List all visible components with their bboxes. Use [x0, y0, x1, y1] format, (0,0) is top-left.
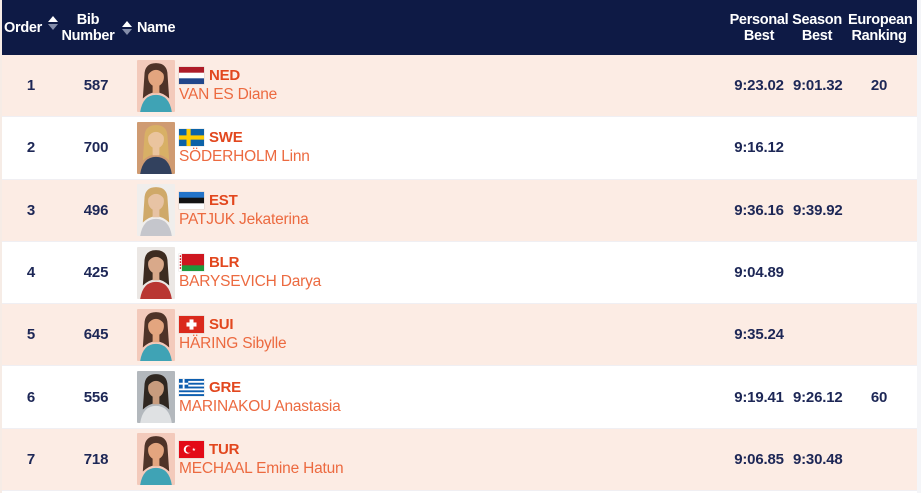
athlete-name[interactable]: PATJUK Jekaterina [179, 210, 309, 228]
order-cell: 4 [26, 264, 36, 282]
table-row: 4 425 BLR BARYSEVICH Darya 9:04.89 [2, 241, 917, 305]
country-code: TUR [209, 440, 240, 458]
bib-cell: 556 [83, 388, 109, 406]
personal-best-header-label: Personal Best [729, 11, 789, 44]
personal-best-cell: 9:16.12 [734, 139, 784, 157]
athlete-name[interactable]: HÄRING Sibylle [179, 335, 287, 353]
athlete-cell: TUR MECHAAL Emine Hatun [132, 433, 725, 486]
bib-cell: 425 [83, 264, 109, 282]
season-best-cell: 9:30.48 [793, 450, 843, 468]
column-header-season-best: Season Best [792, 11, 842, 44]
bib-cell: 700 [83, 139, 109, 157]
athlete-cell: SWE SÖDERHOLM Linn [132, 121, 725, 174]
country-code: EST [209, 191, 238, 209]
athlete-photo [137, 246, 175, 299]
personal-best-cell: 9:04.89 [734, 264, 784, 282]
column-header-personal-best: Personal Best [725, 12, 793, 44]
athlete-cell: NED VAN ES Diane [132, 59, 725, 112]
athlete-photo [137, 59, 175, 112]
athlete-name[interactable]: VAN ES Diane [179, 86, 278, 104]
athlete-cell: GRE MARINAKOU Anastasia [132, 371, 725, 424]
athlete-cell: SUI HÄRING Sibylle [132, 308, 725, 361]
season-best-cell: 9:01.32 [793, 77, 843, 95]
athlete-cell: BLR BARYSEVICH Darya [132, 246, 725, 299]
personal-best-cell: 9:36.16 [734, 201, 784, 219]
bib-cell: 718 [83, 450, 109, 468]
country-flag-icon [179, 191, 204, 209]
european-ranking-cell: 60 [870, 388, 888, 406]
sort-icon[interactable] [48, 16, 58, 30]
athlete-photo [137, 433, 175, 486]
order-cell: 7 [26, 450, 36, 468]
athlete-name[interactable]: BARYSEVICH Darya [179, 273, 322, 291]
athlete-name[interactable]: SÖDERHOLM Linn [179, 148, 310, 166]
personal-best-cell: 9:19.41 [734, 388, 784, 406]
country-flag-icon [179, 67, 204, 85]
column-header-order[interactable]: Order [2, 16, 60, 39]
country-flag-icon [179, 129, 204, 147]
bib-header-label: Bib Number [61, 11, 115, 44]
order-cell: 6 [26, 388, 36, 406]
country-flag-icon [179, 316, 204, 334]
table-header: Order Bib Number Name Personal Best Seas… [2, 0, 917, 55]
season-best-cell: 9:26.12 [793, 388, 843, 406]
table-row: 2 700 SWE SÖDERHOLM Linn 9:16.12 [2, 117, 917, 180]
country-flag-icon [179, 254, 204, 272]
column-header-european-ranking: European Ranking [841, 12, 917, 44]
athlete-photo [137, 371, 175, 424]
column-header-bib[interactable]: Bib Number [60, 12, 132, 44]
order-cell: 2 [26, 139, 36, 157]
season-best-cell: 9:39.92 [793, 201, 843, 219]
order-cell: 5 [26, 326, 36, 344]
sort-icon[interactable] [122, 20, 132, 35]
european-ranking-header-label: European Ranking [848, 11, 913, 44]
table-row: 3 496 EST PATJUK Jekaterina 9:36.16 9:39… [2, 179, 917, 242]
table-body: 1 587 NED VAN ES Diane 9:23.02 9:01.32 2… [2, 55, 917, 492]
bib-cell: 587 [83, 77, 109, 95]
country-flag-icon [179, 378, 204, 396]
country-code: NED [209, 67, 241, 85]
athlete-cell: EST PATJUK Jekaterina [132, 184, 725, 237]
athlete-photo [137, 308, 175, 361]
athlete-photo [137, 184, 175, 237]
bib-cell: 496 [83, 201, 109, 219]
country-code: SUI [209, 316, 234, 334]
table-row: 6 556 GRE MARINAKOU Anastasia 9:19.41 9:… [2, 366, 917, 429]
name-header-label: Name [137, 19, 176, 36]
athlete-name[interactable]: MECHAAL Emine Hatun [179, 459, 344, 477]
country-flag-icon [179, 440, 204, 458]
order-cell: 3 [26, 201, 36, 219]
table-row: 1 587 NED VAN ES Diane 9:23.02 9:01.32 2… [2, 55, 917, 118]
order-header-label: Order [4, 19, 42, 36]
bib-cell: 645 [83, 326, 109, 344]
european-ranking-cell: 20 [870, 77, 888, 95]
personal-best-cell: 9:35.24 [734, 326, 784, 344]
season-best-header-label: Season Best [792, 11, 842, 44]
country-code: BLR [209, 254, 240, 272]
column-header-name: Name [132, 20, 725, 36]
athlete-name[interactable]: MARINAKOU Anastasia [179, 397, 341, 415]
order-cell: 1 [26, 77, 36, 95]
table-row: 7 718 TUR MECHAAL Emine Hatun 9:06.85 9:… [2, 428, 917, 492]
country-code: SWE [209, 129, 243, 147]
table-row: 5 645 SUI HÄRING Sibylle 9:35.24 [2, 304, 917, 367]
personal-best-cell: 9:23.02 [734, 77, 784, 95]
country-code: GRE [209, 378, 241, 396]
personal-best-cell: 9:06.85 [734, 450, 784, 468]
athlete-photo [137, 121, 175, 174]
